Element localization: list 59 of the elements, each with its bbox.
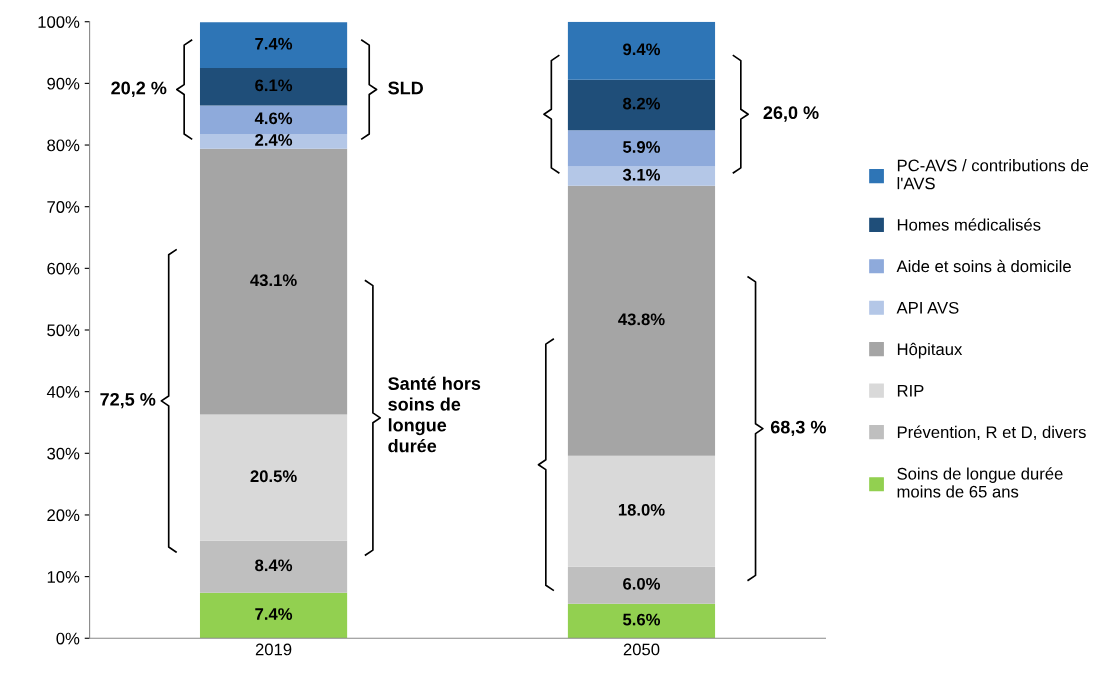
- x-tick-label: 2019: [255, 643, 292, 656]
- annotation: 26,0 %: [763, 106, 819, 122]
- bar: [567, 603, 716, 639]
- data-label: 43.1%: [250, 274, 297, 287]
- data-label: 4.6%: [254, 112, 293, 125]
- data-label: 3.1%: [622, 168, 661, 181]
- bar: [199, 540, 348, 593]
- annotation: 68,3 %: [770, 420, 826, 437]
- y-tick-label: 40%: [46, 386, 80, 398]
- y-tick-label: 90%: [47, 77, 80, 90]
- y-tick-label: 100%: [38, 16, 80, 28]
- legend-label: Aide et soins à domicile: [896, 259, 1071, 273]
- bar: [199, 148, 348, 415]
- data-label: 20.5%: [250, 470, 297, 483]
- y-tick-label: 20%: [47, 509, 80, 522]
- legend-label: API AVS: [896, 301, 959, 314]
- data-label: 6.0%: [623, 577, 661, 590]
- data-label: 2.4%: [255, 134, 293, 146]
- legend-label: Soins de longue durée moins de 65 ans: [897, 467, 1063, 498]
- bar: [567, 455, 716, 567]
- legend-label: Homes médicalisés: [897, 218, 1041, 231]
- data-label: 8.4%: [255, 559, 293, 572]
- y-tick-label: 30%: [47, 447, 80, 460]
- bar: [567, 21, 716, 80]
- y-tick-label: 60%: [47, 262, 80, 275]
- annotation: Santé hors soins de longue durée: [388, 376, 481, 453]
- bar: [199, 22, 348, 68]
- annotation: 72,5 %: [100, 392, 156, 409]
- data-label: 18.0%: [618, 503, 665, 516]
- annotation: 20,2 %: [111, 81, 167, 98]
- bar: [567, 185, 716, 456]
- data-label: 7.4%: [255, 608, 293, 620]
- data-label: 5.6%: [623, 613, 661, 626]
- bar: [199, 67, 348, 106]
- legend-label: PC-AVS / contributions de l'AVS: [897, 159, 1089, 190]
- legend-label: Hôpitaux: [897, 342, 963, 359]
- data-label: 8.2%: [623, 97, 661, 110]
- bar: [567, 166, 716, 186]
- data-label: 9.4%: [623, 43, 661, 56]
- data-label: 43.8%: [618, 313, 665, 326]
- x-tick-label: 2050: [623, 643, 660, 656]
- bar: [567, 130, 716, 167]
- bar: [199, 133, 348, 149]
- data-label: 6.1%: [255, 79, 293, 92]
- bar: [199, 592, 348, 639]
- data-label: 5.9%: [623, 141, 661, 153]
- bar: [567, 79, 716, 131]
- y-tick-label: 70%: [47, 201, 80, 213]
- y-tick-label: 50%: [47, 324, 80, 337]
- bar: [199, 414, 348, 541]
- y-tick-label: 80%: [47, 139, 80, 152]
- y-tick-label: 10%: [47, 571, 80, 583]
- data-label: 7.4%: [255, 37, 293, 50]
- annotation: SLD: [388, 81, 423, 95]
- bar: [199, 105, 348, 134]
- legend-label: Prévention, R et D, divers: [897, 425, 1086, 441]
- y-tick-label: 0%: [56, 632, 80, 645]
- legend-label: RIP: [897, 384, 924, 397]
- bar: [567, 566, 716, 604]
